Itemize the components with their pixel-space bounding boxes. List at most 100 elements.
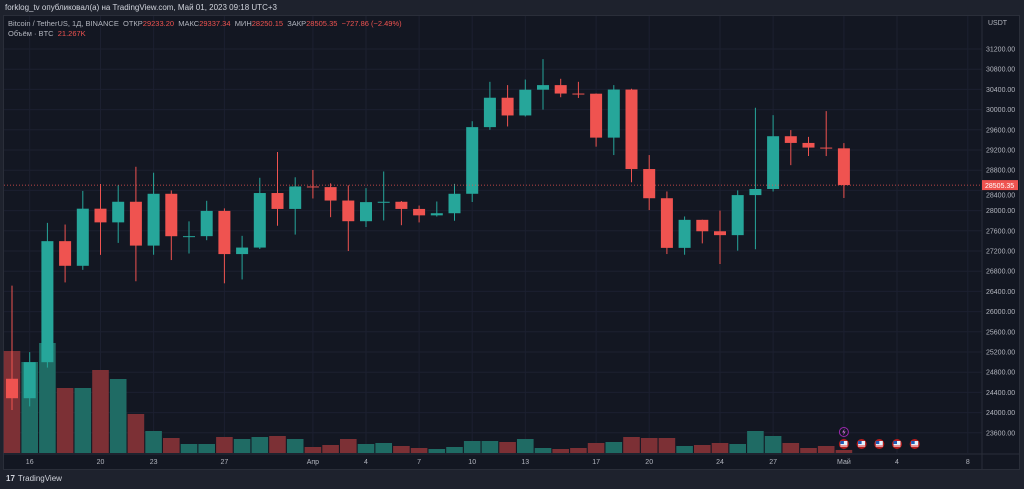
us-flag-canton xyxy=(840,441,844,444)
candle-body xyxy=(271,193,284,209)
volume-bar xyxy=(552,449,569,453)
y-tick-label: 30800.00 xyxy=(986,67,1015,74)
candle-body xyxy=(448,193,461,214)
volume-bar xyxy=(127,414,145,453)
volume-bar xyxy=(216,437,233,453)
legend: Bitcoin / TetherUS, 1Д, BINANCE ОТКР2923… xyxy=(8,19,402,39)
candle-body xyxy=(572,93,585,95)
legend-open: 29233.20 xyxy=(142,19,175,28)
candle-body xyxy=(147,193,160,246)
chart-frame[interactable] xyxy=(3,15,1020,470)
candle-body xyxy=(6,378,18,399)
y-tick-label: 29600.00 xyxy=(986,127,1015,134)
candle-body xyxy=(413,208,426,216)
candle-body xyxy=(200,210,213,237)
candle-body xyxy=(41,241,54,363)
candle-body xyxy=(731,195,744,236)
x-tick-label: 27 xyxy=(769,459,777,466)
volume-bar xyxy=(499,442,516,453)
volume-bar xyxy=(340,439,357,453)
x-tick-label: 7 xyxy=(417,459,421,466)
legend-high: 29337.34 xyxy=(199,19,231,28)
legend-low-label: МИН xyxy=(234,19,252,28)
y-tick-label: 26800.00 xyxy=(986,269,1015,276)
candle-body xyxy=(59,241,72,266)
candle-body xyxy=(660,198,673,248)
legend-high-label: МАКС xyxy=(178,19,200,28)
volume-bar xyxy=(481,441,499,453)
x-tick-label: 24 xyxy=(716,459,724,466)
us-flag-canton xyxy=(875,441,880,444)
x-tick-label: 13 xyxy=(521,459,529,466)
candle-body xyxy=(625,89,638,170)
candle-body xyxy=(837,148,850,186)
x-tick-label: 23 xyxy=(150,459,158,466)
y-tick-label: 24000.00 xyxy=(986,410,1015,417)
y-tick-label: 30400.00 xyxy=(986,87,1015,94)
candle-body xyxy=(360,202,372,222)
candle-body xyxy=(218,210,231,255)
volume-bar xyxy=(357,444,375,453)
candle-body xyxy=(306,186,319,188)
x-tick-label: 8 xyxy=(966,459,970,466)
footer-brand[interactable]: 17 TradingView xyxy=(6,474,62,483)
candle-body xyxy=(714,231,726,236)
candle-body xyxy=(501,97,514,116)
volume-bar xyxy=(587,443,605,453)
candle-body xyxy=(129,201,142,246)
candle-body xyxy=(289,186,302,209)
publisher-line: forklog_tv опубликовал(а) на TradingView… xyxy=(5,3,277,12)
candle-body xyxy=(183,236,195,238)
x-tick-label: 20 xyxy=(97,459,105,466)
volume-bar xyxy=(251,437,269,453)
y-tick-label: 28400.00 xyxy=(986,193,1015,200)
volume-bar xyxy=(517,439,534,453)
last-price-label: 28505.35 xyxy=(985,183,1014,190)
legend-volume-row: Объём · BTC 21.267K xyxy=(8,29,402,39)
candle-body xyxy=(643,169,656,199)
candle-body xyxy=(590,93,603,138)
volume-bar xyxy=(782,443,800,453)
x-tick-label: Апр xyxy=(307,459,319,466)
y-tick-label: 25600.00 xyxy=(986,329,1015,336)
volume-bar xyxy=(640,438,658,453)
x-tick-label: 16 xyxy=(26,459,34,466)
candle-body xyxy=(165,193,178,237)
us-flag-canton xyxy=(858,441,862,444)
legend-volume-label: Объём · BTC xyxy=(8,29,54,38)
legend-open-label: ОТКР xyxy=(123,19,143,28)
candle-body xyxy=(607,89,620,138)
y-tick-label: 25200.00 xyxy=(986,350,1015,357)
volume-bar xyxy=(570,448,587,453)
legend-close-label: ЗАКР xyxy=(287,19,307,28)
candle-body xyxy=(802,142,815,148)
volume-bar xyxy=(800,448,817,453)
volume-bar xyxy=(428,449,446,453)
volume-bar xyxy=(658,438,676,453)
y-tick-label: 24400.00 xyxy=(986,390,1015,397)
candle-body xyxy=(767,136,780,189)
candle-body xyxy=(342,200,355,222)
y-tick-label: 29200.00 xyxy=(986,148,1015,155)
candle-body xyxy=(537,85,549,90)
volume-bar xyxy=(623,437,640,453)
x-tick-label: 17 xyxy=(592,459,600,466)
legend-close: 28505.35 xyxy=(306,19,338,28)
candle-body xyxy=(430,213,443,216)
x-tick-label: 27 xyxy=(221,459,229,466)
x-tick-label: 20 xyxy=(645,459,653,466)
x-tick-label: Май xyxy=(837,458,851,466)
volume-bar xyxy=(74,388,92,453)
candle-body xyxy=(112,201,125,223)
y-tick-label: 26400.00 xyxy=(986,289,1015,296)
tradingview-logo-icon: 17 xyxy=(6,474,15,483)
footer-brand-text: TradingView xyxy=(17,474,62,483)
last-price-badge xyxy=(982,180,1018,191)
volume-bar xyxy=(198,444,215,453)
volume-bar xyxy=(393,446,410,453)
us-flag-canton xyxy=(893,441,897,444)
volume-bar xyxy=(322,445,339,453)
candle-body xyxy=(324,187,337,201)
volume-bar xyxy=(835,449,853,453)
